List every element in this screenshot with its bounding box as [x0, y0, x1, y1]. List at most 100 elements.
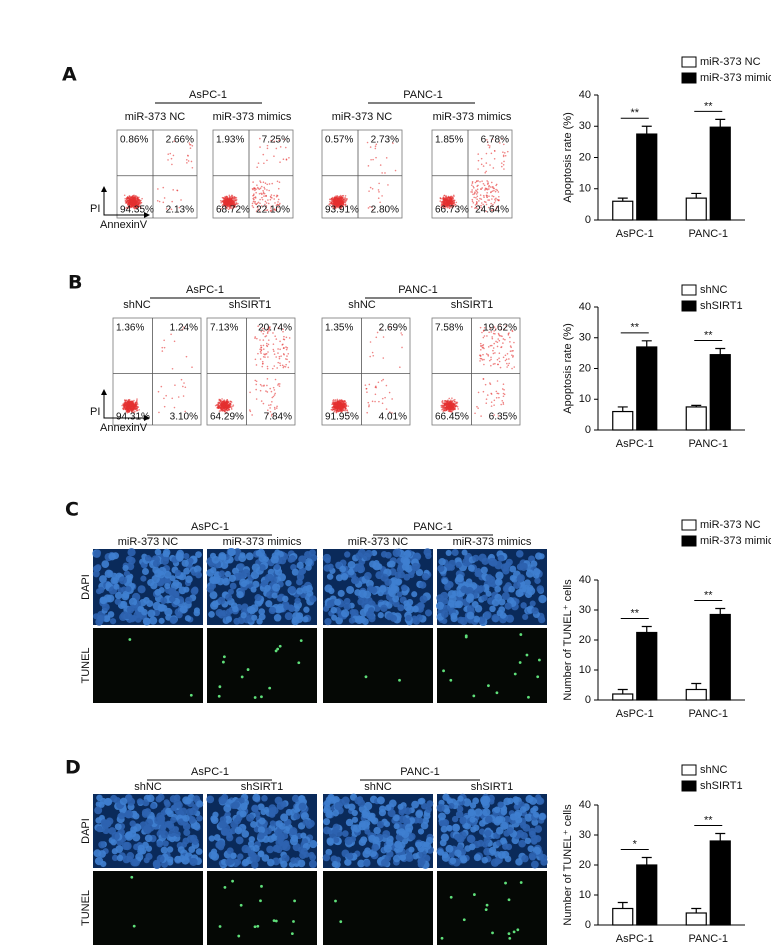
- nucleus: [466, 612, 474, 620]
- flow-dot: [490, 191, 492, 193]
- quadrant-percent: 19.62%: [483, 323, 517, 334]
- flow-dot: [285, 358, 287, 360]
- flow-dot: [451, 397, 453, 399]
- flow-dot: [500, 404, 502, 406]
- flow-dot: [267, 391, 269, 393]
- nucleus: [145, 555, 151, 561]
- nucleus: [178, 586, 186, 594]
- flow-dot: [277, 348, 279, 350]
- flow-dot: [285, 147, 287, 149]
- nucleus: [195, 571, 202, 578]
- flow-dot: [282, 344, 284, 346]
- flow-dot: [485, 402, 487, 404]
- flow-dot: [273, 365, 275, 367]
- flow-dot: [339, 409, 341, 411]
- flow-dot: [274, 393, 276, 395]
- flow-dot: [386, 157, 388, 159]
- nucleus: [526, 569, 534, 577]
- flow-dot: [131, 409, 133, 411]
- nucleus: [390, 615, 397, 622]
- flow-dot: [335, 198, 337, 200]
- flow-dot: [386, 408, 388, 410]
- flow-dot: [124, 198, 126, 200]
- flow-dot: [505, 354, 507, 356]
- flow-dot: [343, 400, 345, 402]
- flow-dot: [500, 367, 502, 369]
- nucleus: [339, 566, 346, 573]
- quadrant-percent: 1.24%: [170, 323, 198, 334]
- flow-dot: [485, 171, 487, 173]
- nucleus: [338, 590, 345, 597]
- flow-dot: [269, 183, 271, 185]
- flow-dot: [223, 407, 225, 409]
- flow-dot: [221, 398, 223, 400]
- flow-dot: [383, 336, 385, 338]
- flow-dot: [477, 407, 479, 409]
- flow-dot: [344, 197, 346, 199]
- nucleus: [250, 586, 256, 592]
- flow-dot: [124, 399, 126, 401]
- flow-dot: [274, 408, 276, 410]
- quadrant-percent: 2.66%: [166, 135, 194, 146]
- nucleus: [183, 553, 189, 559]
- nucleus: [98, 587, 104, 593]
- flow-dot: [132, 202, 134, 204]
- flow-dot: [267, 366, 269, 368]
- flow-dot: [478, 160, 480, 162]
- flow-dot: [472, 182, 474, 184]
- flow-dot: [476, 202, 478, 204]
- flow-dot: [452, 402, 454, 404]
- flow-dot: [508, 363, 510, 365]
- flow-dot: [164, 406, 166, 408]
- flow-dot: [131, 201, 133, 203]
- flow-dot: [126, 407, 128, 409]
- flow-dot: [125, 202, 127, 204]
- flow-dot: [274, 394, 276, 396]
- flow-dot: [477, 195, 479, 197]
- flow-dot: [474, 412, 476, 414]
- flow-dot: [497, 359, 499, 361]
- nucleus: [169, 596, 175, 602]
- flow-dot: [228, 404, 230, 406]
- flow-dot: [365, 384, 367, 386]
- nucleus: [522, 563, 528, 569]
- flow-dot: [441, 409, 443, 411]
- flow-dot: [450, 401, 452, 403]
- flow-dot: [440, 198, 442, 200]
- flow-dot: [389, 392, 391, 394]
- flow-dot: [286, 159, 288, 161]
- flow-dot: [368, 207, 370, 209]
- nucleus: [297, 573, 304, 580]
- cell-line-label: PANC-1: [403, 89, 443, 101]
- flow-dot: [488, 195, 490, 197]
- flow-dot: [279, 385, 281, 387]
- flow-dot: [260, 384, 262, 386]
- flow-dot: [344, 198, 346, 200]
- flow-dot: [259, 348, 261, 350]
- row-label: TUNEL: [80, 647, 92, 683]
- flow-dot: [249, 392, 251, 394]
- flow-dot: [366, 412, 368, 414]
- flow-dot: [334, 408, 336, 410]
- nucleus: [195, 551, 202, 558]
- flow-dot: [263, 181, 265, 183]
- flow-dot: [449, 199, 451, 201]
- nucleus: [455, 562, 461, 568]
- nucleus: [425, 553, 431, 559]
- nucleus: [522, 585, 530, 593]
- flow-dot: [483, 378, 485, 380]
- cell-line-label: AsPC-1: [189, 89, 227, 101]
- nucleus: [164, 608, 172, 616]
- flow-dot: [268, 344, 270, 346]
- flow-dot: [138, 409, 140, 411]
- flow-dot: [333, 399, 335, 401]
- flow-dot: [481, 187, 483, 189]
- nucleus: [105, 570, 113, 578]
- quadrant-percent: 94.35%: [120, 205, 154, 216]
- flow-dot: [486, 195, 488, 197]
- flow-dot: [493, 353, 495, 355]
- flow-dot: [381, 380, 383, 382]
- flow-dot: [477, 153, 479, 155]
- flow-dot: [486, 162, 488, 164]
